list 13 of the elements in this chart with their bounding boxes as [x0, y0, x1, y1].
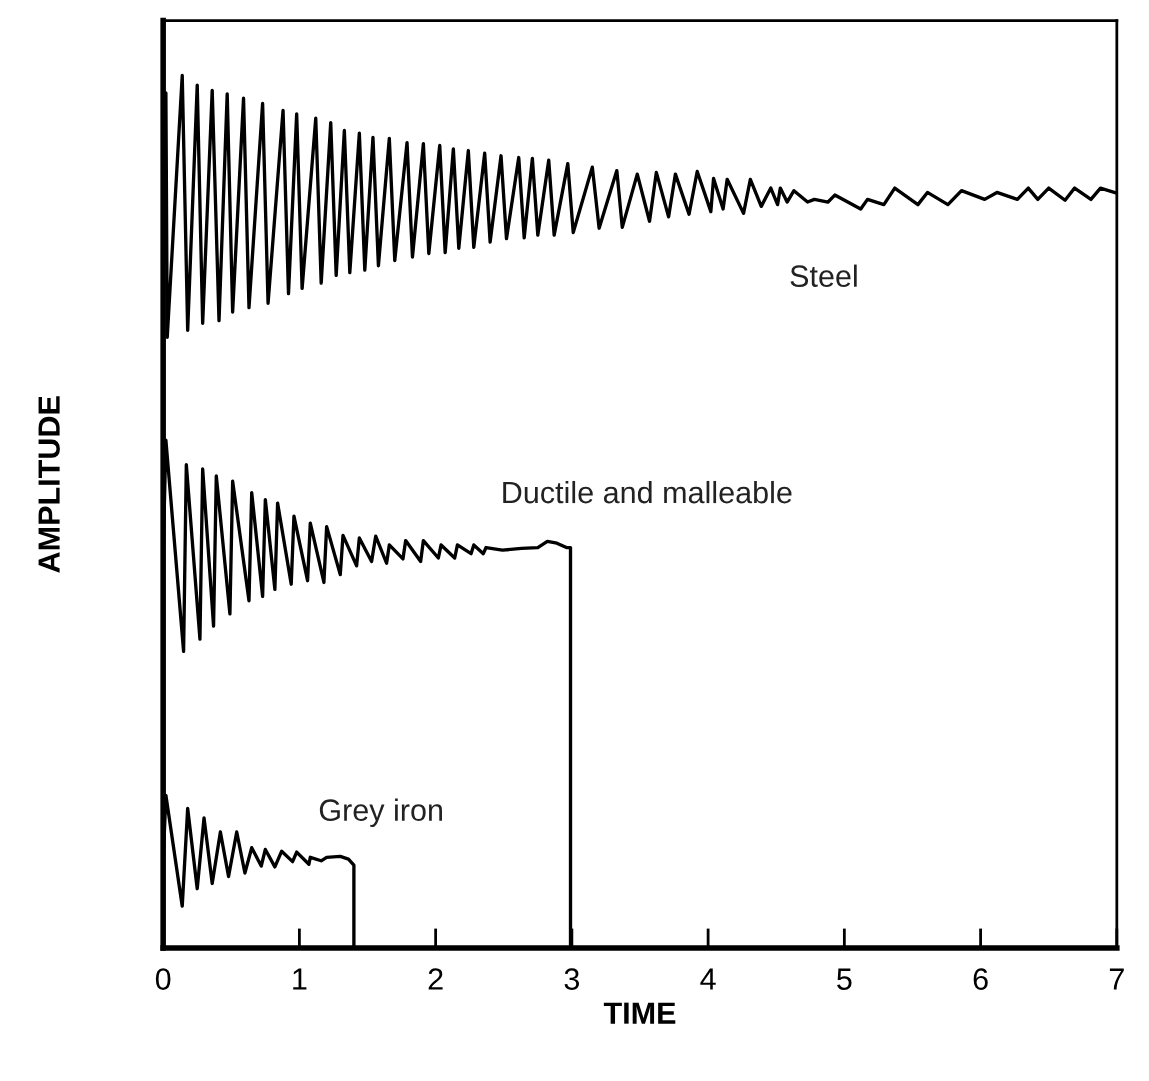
x-tick-label: 3 [564, 968, 580, 990]
x-tick-label: 2 [428, 968, 443, 990]
x-tick-label: 7 [1109, 968, 1124, 990]
x-tick-label: 1 [293, 968, 307, 990]
series-label: Grey iron [319, 798, 442, 828]
x-tick-label: 6 [973, 968, 988, 990]
x-tick-label: 5 [837, 968, 852, 990]
series-label: Ductile and malleable [503, 480, 792, 504]
y-axis-title: AMPLITUDE [38, 396, 60, 573]
x-tick-label: 0 [155, 968, 171, 990]
series-label: Steel [790, 264, 857, 288]
x-axis-title: TIME [603, 1002, 676, 1024]
x-tick-label: 4 [700, 968, 716, 990]
